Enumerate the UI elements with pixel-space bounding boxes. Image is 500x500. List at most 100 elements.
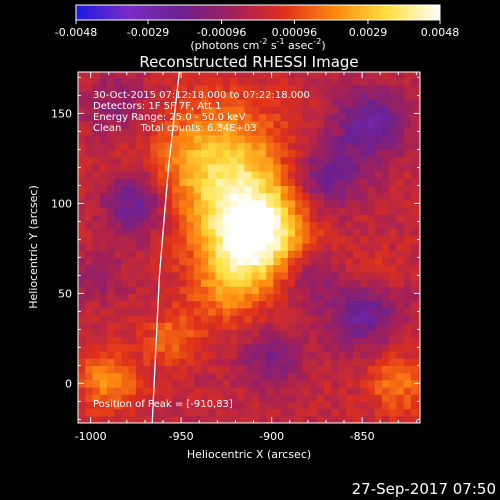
heatmap-cell <box>114 379 123 388</box>
heatmap-cell <box>287 142 296 150</box>
heatmap-cell <box>114 156 123 165</box>
heatmap-cell <box>106 192 115 201</box>
heatmap-cell <box>360 307 369 316</box>
heatmap-cell <box>157 351 166 359</box>
heatmap-cell <box>85 77 94 86</box>
heatmap-cell <box>324 343 332 352</box>
heatmap-cell <box>309 192 318 201</box>
heatmap-cell <box>164 257 173 266</box>
heatmap-cell <box>150 77 159 86</box>
heatmap-cell <box>135 336 144 345</box>
heatmap-cell <box>410 99 419 107</box>
heatmap-cell <box>302 329 311 338</box>
heatmap-cell <box>237 257 246 266</box>
heatmap-cell <box>193 322 202 330</box>
heatmap-cell <box>135 207 144 215</box>
heatmap-cell <box>244 358 253 366</box>
heatmap-cell <box>367 171 376 179</box>
heatmap-cell <box>251 279 260 287</box>
heatmap-cell <box>244 264 253 273</box>
heatmap-cell <box>316 99 325 107</box>
heatmap-cell <box>208 185 217 194</box>
heatmap-cell <box>316 358 325 366</box>
heatmap-cell <box>99 358 108 366</box>
heatmap-cell <box>179 343 188 352</box>
heatmap-cell <box>244 142 253 150</box>
heatmap-cell <box>316 408 325 417</box>
heatmap-cell <box>324 279 332 287</box>
heatmap-cell <box>215 142 224 150</box>
heatmap-cell <box>128 156 137 165</box>
heatmap-cell <box>338 149 347 158</box>
heatmap-cell <box>230 171 238 179</box>
heatmap-cell <box>92 408 101 417</box>
heatmap-cell <box>114 171 123 179</box>
y-axis-label: Heliocentric Y (arcsec) <box>27 185 40 309</box>
heatmap-cell <box>389 365 398 374</box>
heatmap-cell <box>157 106 166 114</box>
heatmap-cell <box>106 228 115 237</box>
heatmap-cell <box>266 279 275 287</box>
heatmap-cell <box>99 329 108 338</box>
heatmap-cell <box>230 329 238 338</box>
heatmap-cell <box>345 91 354 100</box>
heatmap-cell <box>135 372 144 381</box>
heatmap-cell <box>106 372 115 381</box>
heatmap-cell <box>208 149 217 158</box>
heatmap-cell <box>353 329 361 338</box>
heatmap-cell <box>150 408 159 417</box>
heatmap-cell <box>273 106 282 114</box>
heatmap-cell <box>389 336 398 345</box>
heatmap-cell <box>287 91 296 100</box>
heatmap-cell <box>345 221 354 230</box>
heatmap-cell <box>201 307 209 316</box>
heatmap-cell <box>208 235 217 244</box>
heatmap-cell <box>135 120 144 129</box>
heatmap-cell <box>389 351 398 359</box>
heatmap-cell <box>99 156 108 165</box>
heatmap-cell <box>157 415 166 423</box>
heatmap-cell <box>309 358 318 366</box>
heatmap-cell <box>114 351 123 359</box>
heatmap-cell <box>237 171 246 179</box>
heatmap-cell <box>331 84 340 93</box>
heatmap-cell <box>389 163 398 172</box>
heatmap-cell <box>179 77 188 86</box>
heatmap-cell <box>389 250 398 258</box>
heatmap-cell <box>345 250 354 258</box>
heatmap-cell <box>389 286 398 294</box>
heatmap-cell <box>201 77 209 86</box>
heatmap-cell <box>172 192 180 201</box>
heatmap-cell <box>128 315 137 323</box>
heatmap-cell <box>157 307 166 316</box>
heatmap-cell <box>396 228 405 237</box>
heatmap-cell <box>215 307 224 316</box>
heatmap-cell <box>258 329 267 338</box>
heatmap-cell <box>287 178 296 186</box>
heatmap-cell <box>244 307 253 316</box>
heatmap-cell <box>230 149 238 158</box>
heatmap-cell <box>353 207 361 215</box>
heatmap-cell <box>382 408 390 417</box>
heatmap-cell <box>331 243 340 251</box>
heatmap-cell <box>143 149 151 158</box>
heatmap-cell <box>106 243 115 251</box>
heatmap-cell <box>258 387 267 395</box>
heatmap-cell <box>237 243 246 251</box>
heatmap-cell <box>287 365 296 374</box>
heatmap-cell <box>287 336 296 345</box>
heatmap-cell <box>353 156 361 165</box>
heatmap-cell <box>273 142 282 150</box>
heatmap-cell <box>193 286 202 294</box>
heatmap-cell <box>244 243 253 251</box>
heatmap-cell <box>164 207 173 215</box>
heatmap-cell <box>367 300 376 309</box>
heatmap-cell <box>172 77 180 86</box>
heatmap-cell <box>266 72 275 78</box>
heatmap-cell <box>121 142 130 150</box>
heatmap-cell <box>360 387 369 395</box>
heatmap-cell <box>193 77 202 86</box>
heatmap-cell <box>128 279 137 287</box>
heatmap-cell <box>121 257 130 266</box>
heatmap-cell <box>143 351 151 359</box>
